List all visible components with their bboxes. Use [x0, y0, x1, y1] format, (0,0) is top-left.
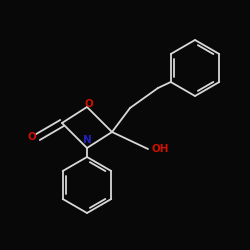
Text: O: O	[27, 132, 36, 142]
Text: OH: OH	[151, 144, 168, 154]
Text: N: N	[82, 135, 92, 145]
Text: O: O	[84, 99, 94, 109]
